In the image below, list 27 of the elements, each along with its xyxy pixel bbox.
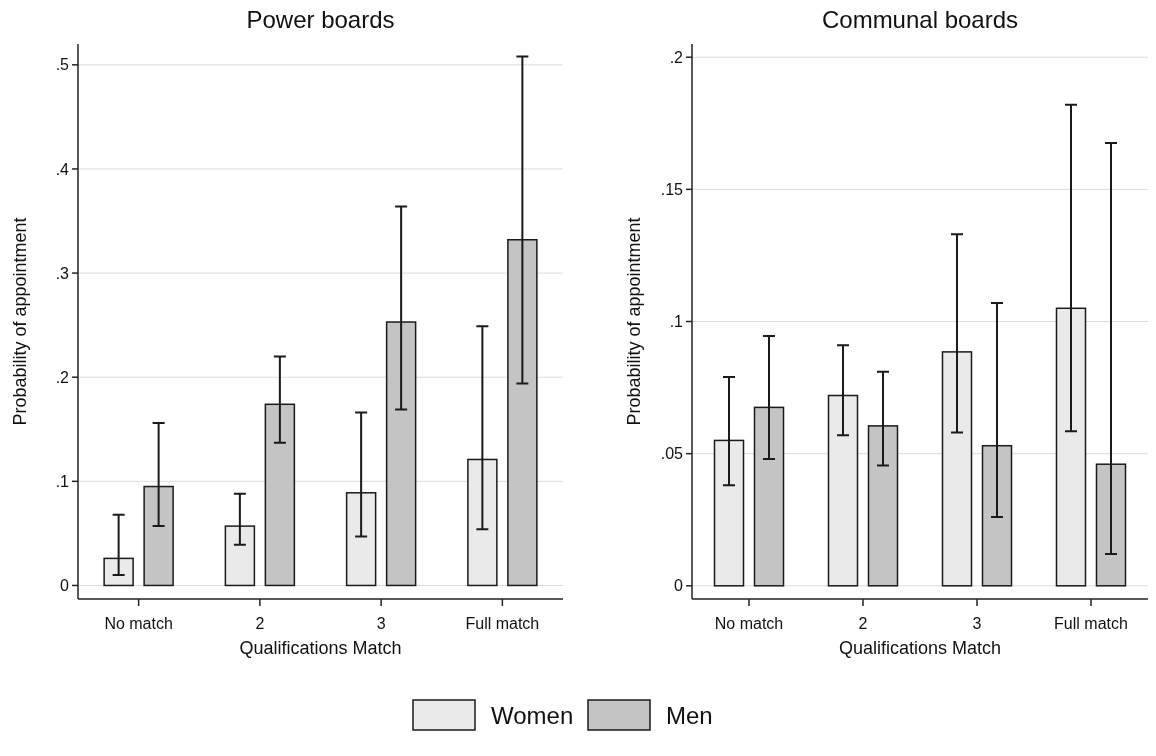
y-tick-label: .1 (669, 313, 684, 331)
y-tick-label: 0 (60, 577, 70, 595)
y-axis-title: Probability of appointment (10, 217, 30, 426)
legend-label: Women (491, 702, 574, 729)
y-tick-label: .3 (55, 264, 70, 282)
x-axis-title: Qualifications Match (838, 638, 1002, 658)
chart-title: Power boards (246, 6, 395, 33)
x-tick-label: 2 (858, 615, 868, 632)
y-tick-label: .1 (55, 472, 70, 490)
x-tick-label: 3 (972, 615, 982, 632)
y-tick-label: .2 (669, 48, 684, 66)
x-tick-label: Full match (465, 615, 540, 632)
x-tick-label: No match (714, 615, 784, 632)
legend-label: Men (666, 702, 713, 729)
chart-title: Communal boards (821, 6, 1019, 33)
x-tick-label: 3 (376, 615, 386, 632)
x-tick-label: No match (104, 615, 173, 632)
y-tick-label: .2 (55, 368, 70, 386)
x-tick-label: 2 (255, 615, 265, 632)
x-tick-label: Full match (1054, 615, 1128, 632)
y-tick-label: 0 (674, 577, 684, 595)
y-tick-label: .4 (55, 160, 70, 178)
y-tick-label: .05 (660, 445, 684, 463)
y-tick-label: .15 (660, 180, 684, 198)
x-axis-title: Qualifications Match (239, 638, 402, 658)
y-axis-title: Probability of appointment (624, 217, 644, 426)
y-tick-label: .5 (55, 56, 70, 74)
